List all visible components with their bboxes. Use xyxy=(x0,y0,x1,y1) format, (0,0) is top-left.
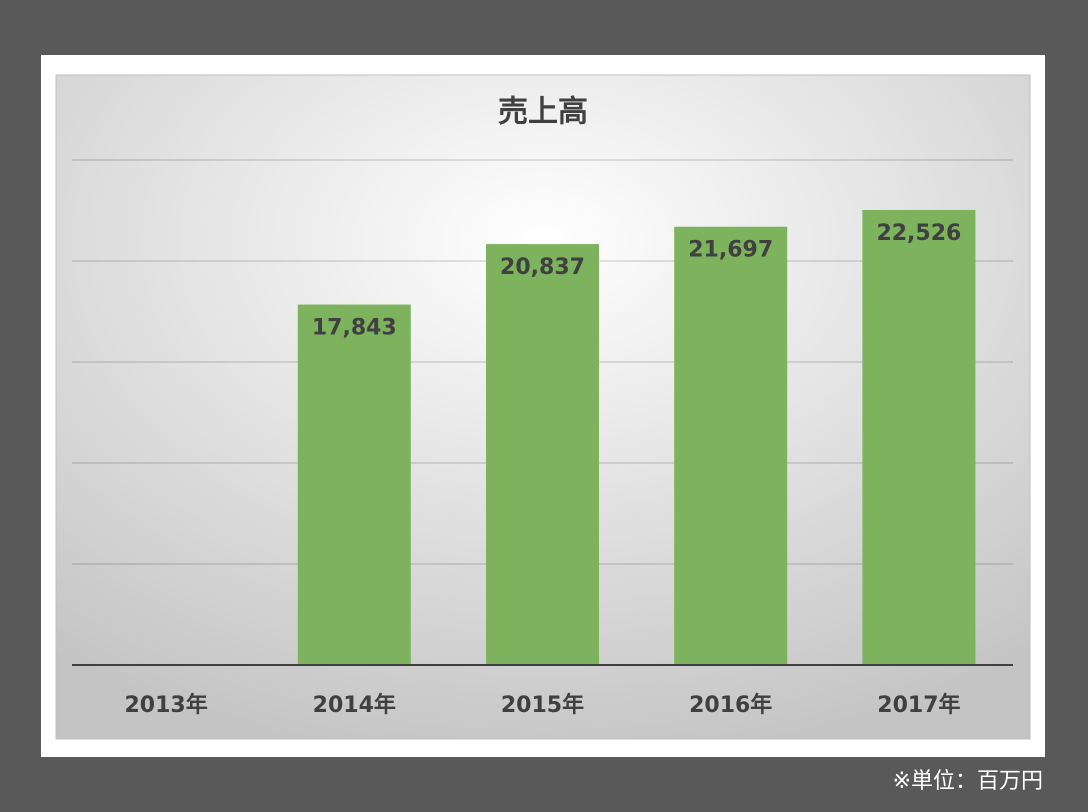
x-tick-label: 2015年 xyxy=(501,692,584,718)
x-tick-label: 2014年 xyxy=(313,692,396,718)
chart-title: 売上高 xyxy=(498,95,588,130)
data-label: 22,526 xyxy=(876,221,961,246)
data-label: 21,697 xyxy=(688,238,773,263)
x-tick-label: 2016年 xyxy=(689,692,772,718)
bar xyxy=(297,304,411,665)
unit-note: ※単位：百万円 xyxy=(893,769,1043,794)
x-tick-label: 2013年 xyxy=(124,692,207,718)
data-label: 20,837 xyxy=(500,255,585,280)
x-tick-label: 2017年 xyxy=(877,692,960,718)
bar xyxy=(486,244,599,666)
bar xyxy=(862,209,976,665)
data-label: 17,843 xyxy=(312,316,397,341)
bar xyxy=(674,226,788,666)
